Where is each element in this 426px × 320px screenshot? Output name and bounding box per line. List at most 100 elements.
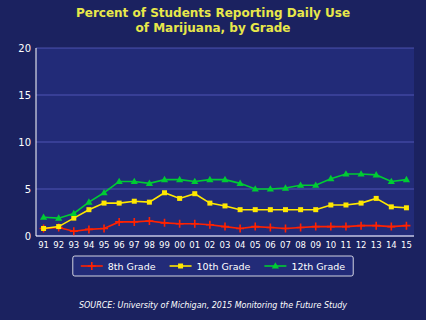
point	[116, 178, 123, 184]
x-tick-label: 14	[386, 240, 397, 250]
x-tick-label: 02	[204, 240, 215, 250]
point	[267, 185, 274, 191]
point	[85, 225, 93, 233]
point	[281, 224, 289, 232]
x-tick-label: 15	[401, 240, 412, 250]
x-tick-label: 09	[310, 240, 321, 250]
y-tick-label: 10	[18, 137, 31, 148]
point	[71, 216, 76, 221]
x-tick-label: 98	[144, 240, 155, 250]
point	[191, 220, 199, 228]
point	[238, 207, 243, 212]
title: Percent of Students Reporting Daily Useo…	[76, 6, 350, 35]
legend-box	[73, 256, 353, 276]
y-axis	[36, 48, 37, 236]
point	[115, 218, 123, 226]
point	[176, 220, 184, 228]
point	[86, 207, 91, 212]
point	[131, 178, 138, 184]
legend-label: 10th Grade	[197, 261, 251, 272]
point	[206, 221, 214, 229]
legend-marker	[178, 264, 183, 269]
point	[132, 199, 137, 204]
x-tick-label: 03	[220, 240, 231, 250]
x-tick-label: 04	[235, 240, 246, 250]
x-tick-label: 97	[129, 240, 140, 250]
y-tick-label: 5	[25, 184, 31, 195]
point	[191, 178, 198, 184]
background	[0, 0, 426, 320]
point	[221, 176, 228, 182]
point	[373, 171, 380, 177]
point	[389, 204, 394, 209]
point	[327, 175, 334, 181]
series-line	[44, 174, 407, 218]
y-tick-label: 15	[18, 90, 31, 101]
point	[70, 210, 77, 216]
point	[387, 223, 395, 231]
x-tick-label: 11	[341, 240, 352, 250]
legend-label: 12th Grade	[291, 261, 345, 272]
point	[130, 218, 138, 226]
point	[297, 181, 304, 187]
x-tick-label: 13	[371, 240, 382, 250]
point	[145, 217, 153, 225]
point	[402, 222, 410, 230]
title-line: Percent of Students Reporting Daily Use	[76, 6, 350, 20]
point	[56, 224, 61, 229]
point	[253, 207, 258, 212]
point	[237, 180, 244, 186]
point	[342, 170, 349, 176]
point	[177, 196, 182, 201]
series-line	[44, 221, 407, 231]
chart-svg: Percent of Students Reporting Daily Useo…	[0, 0, 426, 320]
point	[343, 202, 348, 207]
point	[283, 207, 288, 212]
grid-line	[36, 236, 414, 237]
point	[40, 213, 47, 219]
annotation: SOURCE: University of Michigan, 2015 Mon…	[79, 301, 347, 310]
point	[192, 191, 197, 196]
grid-line	[36, 189, 414, 190]
x-tick-label: 99	[159, 240, 170, 250]
y-tick-label: 20	[18, 43, 31, 54]
point	[282, 184, 289, 190]
x-axis	[36, 236, 414, 237]
x-tick-label: 91	[38, 240, 49, 250]
legend-item: 10th Grade	[170, 261, 251, 272]
point	[161, 176, 168, 182]
chart-container: Percent of Students Reporting Daily Useo…	[0, 0, 426, 320]
point	[85, 198, 92, 204]
x-tick-label: 01	[189, 240, 200, 250]
legend-item: 8th Grade	[81, 261, 156, 272]
point	[147, 200, 152, 205]
point	[207, 201, 212, 206]
point	[251, 223, 259, 231]
legend-marker	[88, 262, 96, 270]
point	[297, 224, 305, 232]
point	[236, 224, 244, 232]
title-line: of Marijuana, by Grade	[135, 21, 290, 35]
point	[162, 190, 167, 195]
point	[223, 203, 228, 208]
x-tick-label: 94	[84, 240, 95, 250]
marks	[40, 170, 411, 235]
point	[374, 196, 379, 201]
point	[252, 185, 259, 191]
point	[312, 181, 319, 187]
point	[102, 201, 107, 206]
point	[298, 207, 303, 212]
x-tick-label: 96	[114, 240, 125, 250]
point	[100, 189, 107, 195]
point	[372, 222, 380, 230]
series-line	[44, 193, 407, 229]
point	[328, 202, 333, 207]
x-tick-label: 10	[325, 240, 336, 250]
legend-marker	[272, 262, 279, 268]
point	[312, 223, 320, 231]
legend: 8th Grade 10th Grade 12th Grade	[73, 256, 353, 276]
x-tick-label: 95	[99, 240, 110, 250]
grid-line	[36, 48, 414, 49]
legend-item: 12th Grade	[264, 261, 345, 272]
point	[268, 207, 273, 212]
